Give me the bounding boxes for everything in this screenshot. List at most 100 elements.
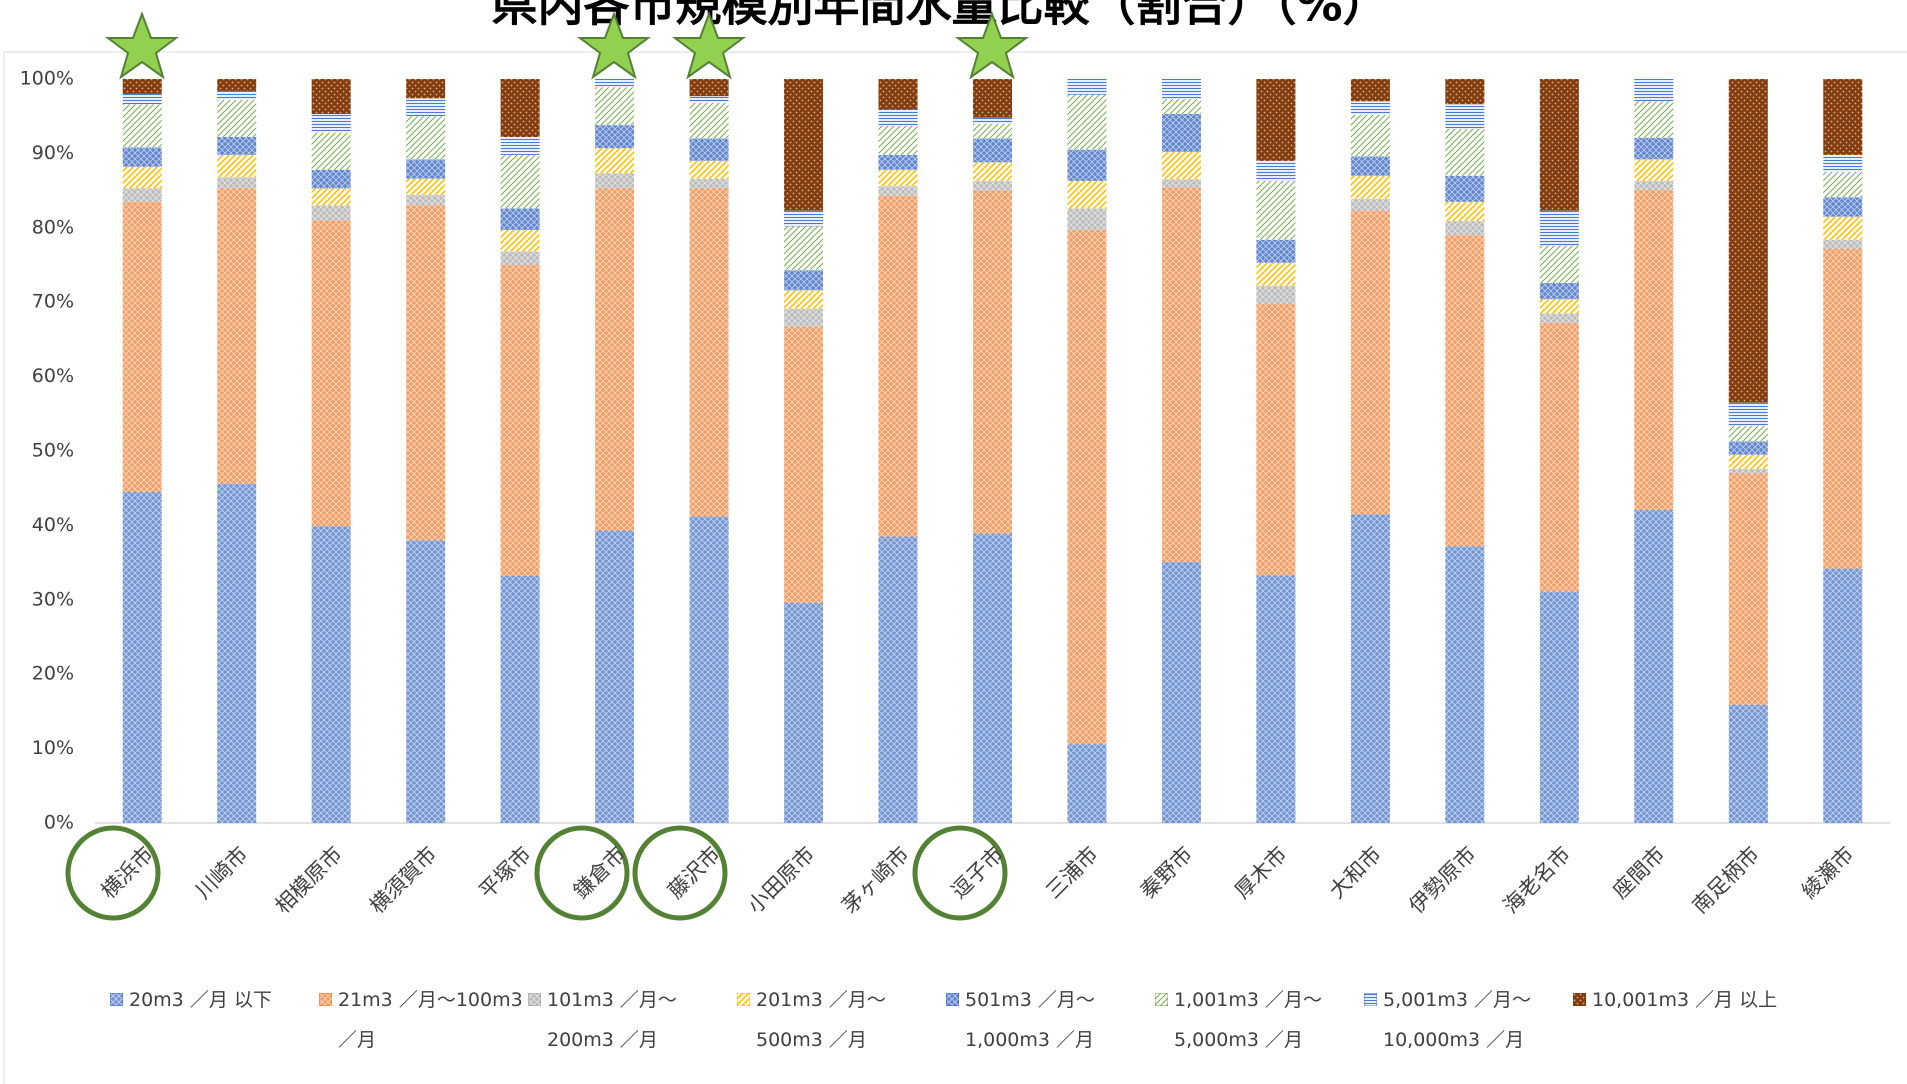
bar-segment	[973, 123, 1012, 139]
bar-segment	[1350, 198, 1390, 211]
bar-segment	[1823, 172, 1863, 198]
bar-segment	[878, 195, 918, 537]
bar-segment	[784, 602, 824, 823]
bar-segment	[1823, 79, 1863, 155]
legend-item: 1,001m3 ／月〜5,000m3 ／月	[1155, 980, 1364, 1060]
bar-segment	[878, 109, 918, 126]
bar-segment	[1445, 79, 1485, 105]
bar-segment	[595, 188, 635, 531]
bar-segment	[1445, 235, 1485, 547]
bar-segment	[689, 516, 729, 823]
bar-segment	[1350, 101, 1390, 115]
legend-item: 21m3 ／月〜100m3 ／月	[319, 980, 528, 1060]
swatch-rect	[737, 993, 750, 1006]
bar-segment	[878, 186, 918, 196]
legend-swatch	[737, 993, 750, 1006]
legend-label: 20m3 ／月 以下	[129, 989, 272, 1011]
bar-segment	[1256, 285, 1296, 304]
bar-segment	[1256, 239, 1296, 263]
swatch-rect	[110, 993, 123, 1006]
star	[577, 11, 651, 80]
legend-swatch	[946, 993, 959, 1006]
legend-swatch	[1364, 993, 1377, 1006]
x-tick-label: 秦野市	[1136, 842, 1198, 904]
bar-segment	[1350, 175, 1390, 199]
bar-segment	[500, 79, 540, 138]
bar-segment	[1634, 509, 1674, 823]
legend-swatch	[1573, 993, 1586, 1006]
bar-segment	[689, 160, 729, 179]
bar-segment	[217, 177, 257, 189]
y-tick-label: 60%	[32, 365, 74, 387]
bar-segment	[311, 220, 351, 527]
legend-label: 21m3 ／月〜100m3 ／月	[338, 989, 523, 1051]
bar-segment	[595, 530, 635, 823]
swatch-rect	[528, 993, 541, 1006]
bar-segment	[122, 188, 162, 202]
bar-segment	[1067, 744, 1107, 823]
bar-segment	[122, 201, 162, 492]
bar-segment	[406, 79, 446, 99]
bar-segment	[1728, 473, 1768, 705]
bar-segment	[784, 308, 824, 327]
bar-segment	[1161, 151, 1201, 180]
bar-segment	[973, 533, 1012, 823]
y-tick-label: 90%	[32, 142, 74, 164]
y-tick-label: 0%	[44, 812, 74, 834]
bar-segment	[1445, 104, 1485, 129]
bar-segment	[1067, 180, 1107, 209]
bar-segment	[217, 99, 257, 138]
bar-segment	[406, 98, 446, 117]
bar-segment	[217, 154, 257, 178]
bar-segment	[311, 79, 351, 114]
x-tick-label: 三浦市	[1041, 842, 1103, 904]
bar-segment	[1256, 79, 1296, 161]
bar-segment	[1728, 704, 1768, 823]
chart-title: 県内各市規模別年間水量比較（割合）（%）	[491, 0, 1388, 32]
bar-segment	[689, 178, 729, 189]
bar-segment	[217, 483, 257, 823]
bar-segment	[1350, 514, 1390, 823]
star	[672, 11, 746, 80]
y-tick-label: 50%	[32, 440, 74, 462]
bar-segment	[1539, 591, 1579, 823]
legend-swatch	[319, 993, 332, 1006]
x-tick-label: 川崎市	[191, 842, 253, 904]
legend-item: 20m3 ／月 以下	[110, 980, 319, 1060]
swatch-rect	[1364, 993, 1377, 1006]
bar-segment	[878, 169, 918, 187]
bar-segment	[1350, 210, 1390, 515]
chart-border	[3, 51, 1907, 1084]
bar-segment	[1067, 149, 1107, 181]
bar-segment	[311, 205, 351, 221]
bar-segment	[1539, 245, 1579, 283]
bar-segment	[1161, 79, 1201, 100]
bar-segment	[500, 251, 540, 265]
bar-segment	[500, 265, 540, 576]
x-tick-label: 相模原市	[271, 842, 347, 918]
star	[955, 11, 1029, 80]
bar-segment	[1161, 561, 1201, 823]
x-tick-label: 座間市	[1608, 842, 1670, 904]
bar-segment	[1634, 189, 1674, 510]
bar-segment	[878, 79, 918, 110]
bar-segment	[122, 79, 162, 94]
bar-segment	[1539, 323, 1579, 592]
bar-segment	[406, 205, 446, 541]
bar-segment	[1823, 154, 1863, 172]
bar-segment	[1823, 568, 1863, 823]
bar-segment	[784, 226, 824, 271]
bar-segment	[311, 188, 351, 206]
bar-segment	[1350, 114, 1390, 157]
bar-segment	[1539, 313, 1579, 324]
bar-segment	[500, 230, 540, 252]
bar-segment	[500, 154, 540, 209]
bar-segment	[1350, 79, 1390, 102]
highlight-circle	[534, 825, 630, 921]
bar-segment	[500, 208, 540, 231]
x-tick-label: 海老名市	[1499, 842, 1575, 918]
bar-segment	[1161, 113, 1201, 152]
bar-segment	[1823, 216, 1863, 240]
bar-segment	[1728, 79, 1768, 403]
